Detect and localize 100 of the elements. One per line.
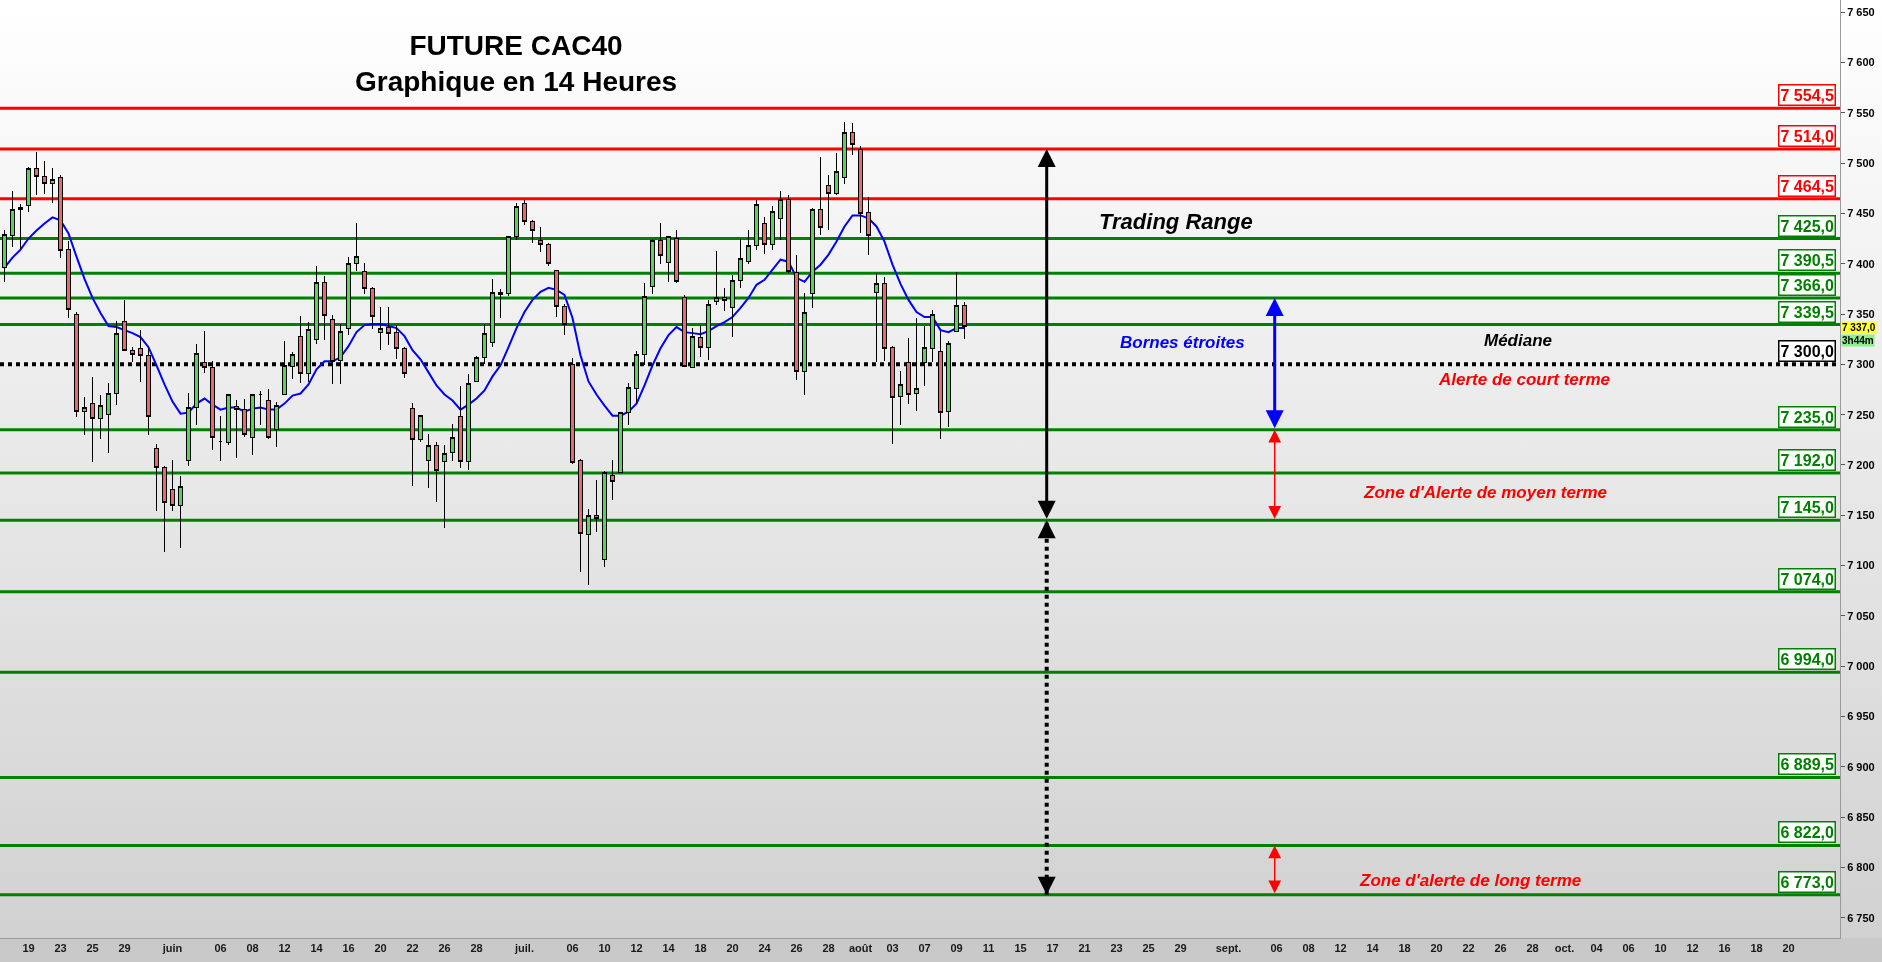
x-tick-label: 28 xyxy=(1526,942,1539,955)
y-tick-label: 6 850 xyxy=(1847,811,1875,824)
y-tick-label: 7 300 xyxy=(1847,358,1875,371)
candlestick xyxy=(730,274,735,338)
x-tick-label: 18 xyxy=(1750,942,1763,955)
y-tick-label: 6 950 xyxy=(1847,710,1875,723)
candlestick xyxy=(170,459,175,512)
x-tick-label: 28 xyxy=(822,942,835,955)
candlestick xyxy=(322,275,327,341)
candlestick xyxy=(858,145,863,234)
candlestick xyxy=(122,299,127,352)
candlestick xyxy=(426,433,431,489)
candlestick xyxy=(786,194,791,274)
y-tick-label: 7 050 xyxy=(1847,609,1875,622)
x-tick-label: 09 xyxy=(950,942,963,955)
candlestick xyxy=(410,402,415,487)
annotation: Médiane xyxy=(1484,331,1553,350)
candlestick xyxy=(50,167,55,204)
ref-line-label: 7 145,0 xyxy=(1780,498,1834,516)
x-tick-label: juil. xyxy=(514,942,534,955)
x-tick-label: 11 xyxy=(982,942,995,955)
x-tick-label: 29 xyxy=(118,942,131,955)
candlestick xyxy=(930,309,935,363)
x-tick-label: 20 xyxy=(374,942,387,955)
candlestick xyxy=(722,287,727,312)
candlestick xyxy=(458,385,463,469)
candlestick xyxy=(378,306,383,351)
x-tick-label: 28 xyxy=(470,942,483,955)
x-tick-label: 14 xyxy=(310,942,324,955)
candlestick xyxy=(754,199,759,251)
candlestick xyxy=(538,226,543,253)
candlestick xyxy=(234,399,239,459)
ref-line-label: 7 390,5 xyxy=(1780,251,1834,269)
candlestick xyxy=(666,235,671,283)
candlestick xyxy=(82,396,87,436)
y-tick-label: 7 500 xyxy=(1847,156,1875,169)
candlestick xyxy=(818,156,823,235)
candlestick xyxy=(882,276,887,362)
x-tick-label: 26 xyxy=(790,942,803,955)
candlestick xyxy=(610,459,615,501)
candlestick xyxy=(418,414,423,443)
candlestick xyxy=(226,394,231,446)
annotation: Alerte de court terme xyxy=(1438,370,1610,389)
candlestick xyxy=(26,166,31,213)
y-tick-label: 6 800 xyxy=(1847,861,1875,874)
x-tick-label: 22 xyxy=(406,942,419,955)
x-tick-label: 19 xyxy=(22,942,35,955)
ref-line-label: 7 235,0 xyxy=(1780,408,1834,426)
candlestick xyxy=(442,444,447,529)
ref-line-label: 7 366,0 xyxy=(1780,276,1834,294)
ref-line-label: 6 822,0 xyxy=(1780,823,1834,841)
ref-line-label: 7 300,0 xyxy=(1780,342,1834,360)
x-tick-label: août xyxy=(848,942,873,955)
candlestick xyxy=(962,301,967,340)
candlestick xyxy=(674,229,679,284)
candlestick xyxy=(10,190,15,248)
x-tick-label: 06 xyxy=(1622,942,1635,955)
annotation: Zone d'alerte de long terme xyxy=(1359,871,1582,890)
x-tick-label: 04 xyxy=(1590,942,1604,955)
annotation: Zone d'Alerte de moyen terme xyxy=(1363,483,1608,502)
candlestick xyxy=(618,412,623,473)
candlestick xyxy=(98,394,103,440)
candlestick xyxy=(162,465,167,553)
y-tick-label: 7 650 xyxy=(1847,5,1875,18)
x-tick-label: 08 xyxy=(1302,942,1315,955)
x-tick-label: 23 xyxy=(54,942,67,955)
candlestick xyxy=(178,475,183,548)
candlestick xyxy=(58,174,63,259)
text: Graphique en 14 Heures xyxy=(355,66,678,97)
candlestick xyxy=(66,240,71,319)
candlestick xyxy=(434,441,439,503)
candlestick xyxy=(514,202,519,241)
candlestick xyxy=(562,303,567,336)
candlestick xyxy=(650,238,655,295)
x-tick-label: 10 xyxy=(598,942,611,955)
candlestick xyxy=(866,196,871,256)
x-tick-label: 07 xyxy=(918,942,931,955)
x-tick-label: sept. xyxy=(1215,942,1242,955)
x-tick-label: 12 xyxy=(630,942,643,955)
candlestick xyxy=(450,423,455,462)
y-tick-label: 7 450 xyxy=(1847,207,1875,220)
y-tick-label: 7 400 xyxy=(1847,257,1875,270)
text: FUTURE CAC40 xyxy=(409,29,623,61)
ref-line-label: 7 514,0 xyxy=(1780,127,1834,145)
candlestick xyxy=(810,207,815,309)
text: 7 337,0 xyxy=(1842,322,1876,333)
candlestick xyxy=(954,271,959,333)
x-tick-label: 20 xyxy=(726,942,739,955)
candlestick xyxy=(874,272,879,363)
ref-line-label: 7 425,0 xyxy=(1780,217,1834,235)
candlestick xyxy=(242,398,247,438)
x-tick-label: 25 xyxy=(86,942,99,955)
candlestick xyxy=(266,388,271,440)
candlestick xyxy=(586,508,591,586)
annotation: Bornes étroites xyxy=(1120,333,1245,352)
candlestick xyxy=(258,390,263,426)
candlestick xyxy=(18,203,23,250)
candlestick xyxy=(106,382,111,454)
candlestick xyxy=(34,151,39,196)
x-tick-label: 23 xyxy=(1110,942,1123,955)
